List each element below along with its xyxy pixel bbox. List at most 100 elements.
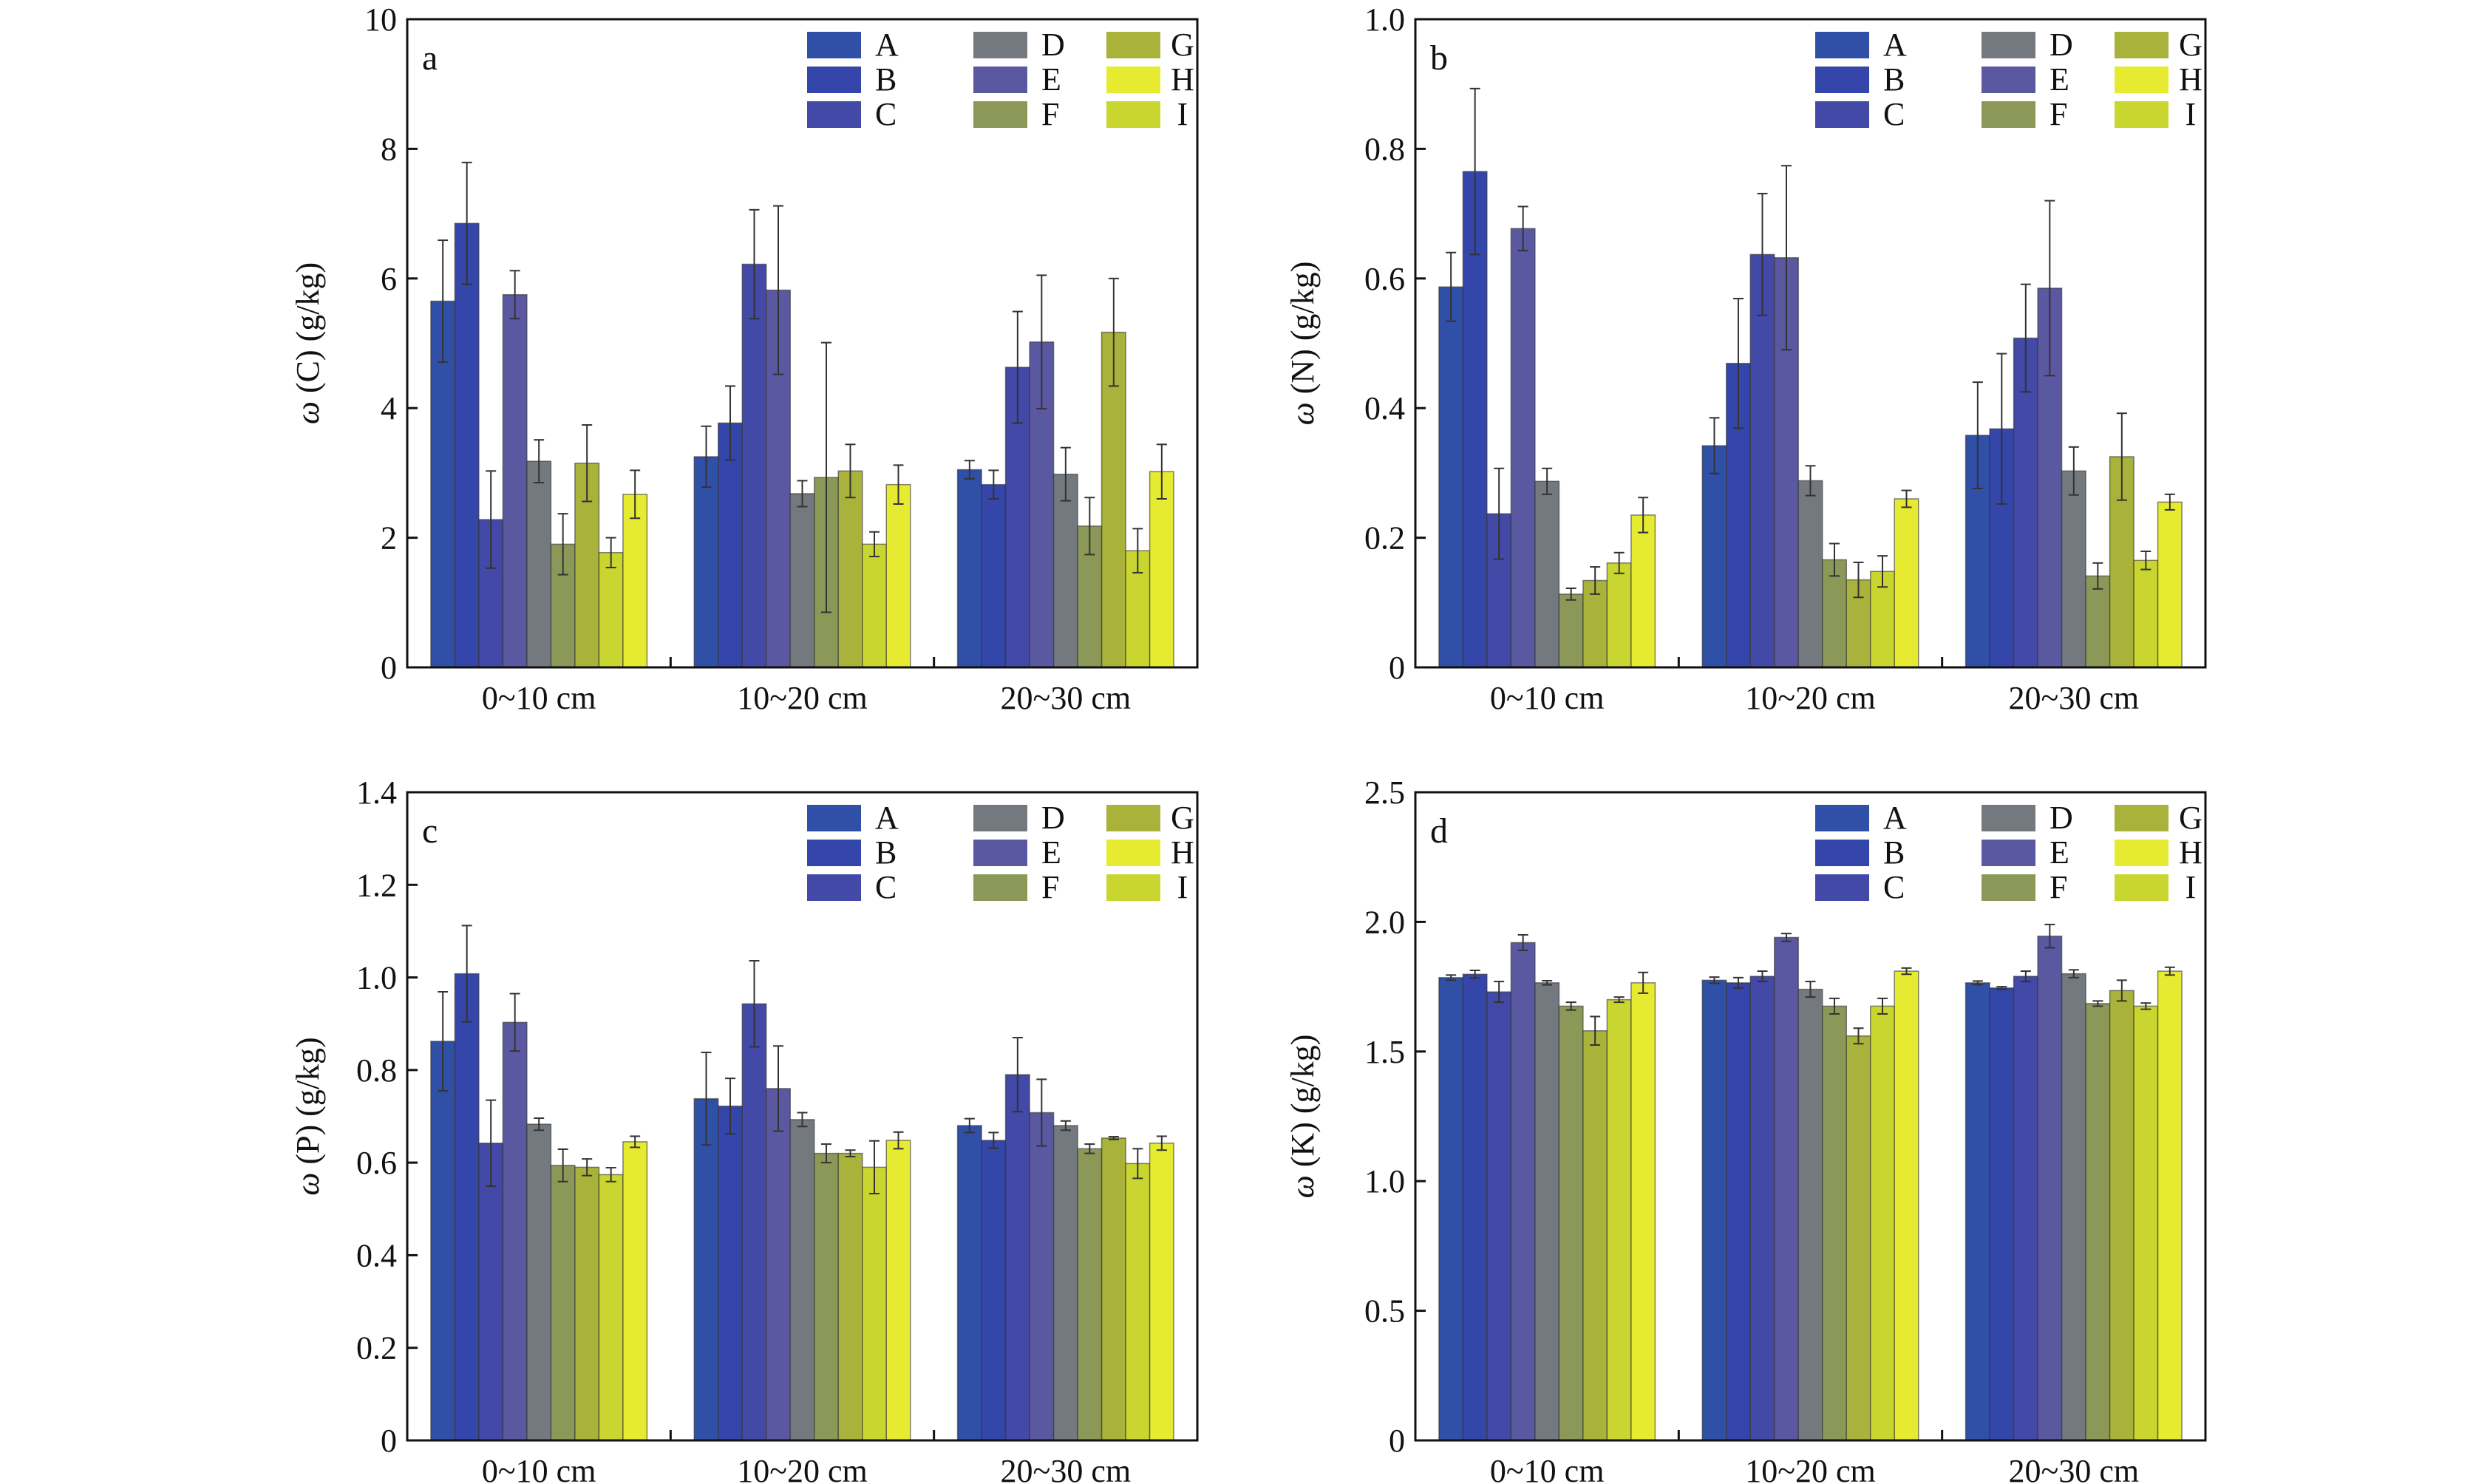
y-tick-label: 0: [381, 1423, 397, 1459]
legend-swatch-A: [807, 32, 861, 58]
bar-E-1: [502, 293, 528, 668]
y-axis-symbol: ω: [290, 1173, 326, 1196]
bar-D-1: [1534, 982, 1560, 1441]
plot-frame: [1414, 791, 2207, 1442]
legend-label-C: C: [1883, 869, 1905, 905]
bar-D-3: [1052, 473, 1078, 668]
legend-swatch-H: [2115, 67, 2168, 93]
legend-swatch-G: [1106, 32, 1160, 58]
bar-E-2: [766, 1088, 791, 1441]
y-tick-label: 0.8: [1364, 131, 1405, 167]
x-tick-label: 10~20 cm: [737, 680, 868, 716]
legend-swatch-D: [1982, 805, 2035, 831]
legend: ABC DEF GHI: [807, 800, 1194, 905]
x-tick-label: 0~10 cm: [1490, 1453, 1605, 1484]
x-tick-label: 10~20 cm: [737, 1453, 868, 1484]
legend-label-G: G: [2179, 27, 2202, 63]
legend-swatch-I: [2115, 101, 2168, 128]
panel-letter: c: [422, 811, 438, 851]
legend-swatch-F: [1982, 101, 2035, 128]
bar-I-3: [2133, 1005, 2159, 1441]
legend-swatch-F: [973, 874, 1027, 901]
legend-item-B: B: [807, 61, 897, 98]
legend-label-A: A: [875, 27, 899, 63]
bar-H-3: [1149, 1143, 1174, 1441]
bar-G-2: [1846, 1035, 1871, 1441]
legend-item-D: D: [973, 27, 1065, 63]
bar-G-1: [1582, 1029, 1608, 1441]
legend-label-A: A: [1883, 800, 1907, 836]
panel-letter: b: [1430, 38, 1448, 78]
legend-swatch-D: [1982, 32, 2035, 58]
bar-C-3: [1004, 1074, 1030, 1441]
legend-item-A: A: [807, 27, 899, 63]
bar-I-1: [1606, 562, 1632, 668]
legend-label-B: B: [1883, 61, 1905, 98]
y-tick-label: 10: [364, 1, 397, 38]
y-tick-label: 1.5: [1364, 1034, 1405, 1070]
y-tick-label: 0.5: [1364, 1293, 1405, 1330]
legend-swatch-E: [973, 67, 1027, 93]
legend-label-I: I: [1177, 869, 1188, 905]
bar-A-3: [1965, 982, 1990, 1441]
legend-label-G: G: [2179, 800, 2202, 836]
plot-frame: [406, 791, 1199, 1442]
bar-E-1: [502, 1021, 528, 1441]
bar-C-2: [1749, 976, 1775, 1441]
bar-D-3: [2061, 973, 2086, 1441]
legend-item-E: E: [973, 61, 1061, 98]
bar-H-2: [885, 1140, 911, 1441]
bar-H-1: [622, 494, 648, 668]
legend-swatch-G: [2115, 32, 2168, 58]
bar-G-3: [2109, 990, 2134, 1441]
bar-C-2: [741, 1003, 767, 1441]
bar-D-2: [789, 1119, 815, 1441]
y-tick-label: 0.2: [1364, 520, 1405, 556]
y-tick-label: 4: [381, 390, 397, 426]
y-tick-label: 1.0: [1364, 1, 1405, 38]
bar-D-3: [2061, 470, 2086, 668]
bar-C-1: [1486, 991, 1512, 1441]
bar-H-1: [1630, 982, 1656, 1441]
y-tick-label: 2.5: [1364, 775, 1405, 811]
y-tick-label: 6: [381, 261, 397, 297]
x-tick-label: 20~30 cm: [1001, 680, 1132, 716]
legend-swatch-D: [973, 32, 1027, 58]
legend-item-D: D: [1982, 800, 2073, 836]
legend-swatch-A: [1815, 32, 1869, 58]
legend-label-A: A: [875, 800, 899, 836]
bar-G-3: [1101, 1137, 1126, 1441]
legend-swatch-C: [1815, 101, 1869, 128]
legend-item-C: C: [1815, 869, 1905, 905]
y-axis-symbol: ω: [290, 401, 326, 424]
bar-A-2: [1701, 979, 1727, 1441]
y-axis-label-text: (P) (g/kg): [290, 1037, 326, 1172]
y-axis-label: ω (K) (g/kg): [1285, 1035, 1321, 1199]
y-tick-label: 0.6: [1364, 261, 1405, 297]
panel-letter: a: [422, 38, 438, 78]
plot-frame: [1414, 18, 2207, 669]
panel-d: 0 0.5 1.0 1.5 2.0 2.5 0~10 cm 10~20 cm 20~30 cm ω…: [1285, 775, 2207, 1484]
y-tick-label: 8: [381, 131, 397, 167]
x-tick-label: 10~20 cm: [1745, 680, 1876, 716]
legend-label-F: F: [1041, 96, 1059, 132]
legend-swatch-B: [807, 840, 861, 866]
y-tick-label: 2: [381, 520, 397, 556]
bar-A-3: [956, 469, 982, 668]
legend-swatch-F: [973, 101, 1027, 128]
legend-label-B: B: [875, 61, 897, 98]
bar-H-1: [1630, 514, 1656, 668]
bar-E-1: [1510, 228, 1536, 668]
legend-swatch-E: [973, 840, 1027, 866]
legend-item-E: E: [973, 834, 1061, 871]
legend-label-E: E: [1041, 834, 1061, 871]
bar-I-1: [1606, 998, 1632, 1441]
bar-B-2: [718, 1105, 743, 1441]
legend-label-H: H: [2179, 834, 2202, 871]
legend-item-F: F: [1982, 96, 2067, 132]
y-tick-label: 2.0: [1364, 904, 1405, 940]
y-tick-label: 0.2: [356, 1330, 397, 1366]
y-tick-label: 0.6: [356, 1145, 397, 1181]
y-axis-label-text: (C) (g/kg): [290, 262, 326, 401]
